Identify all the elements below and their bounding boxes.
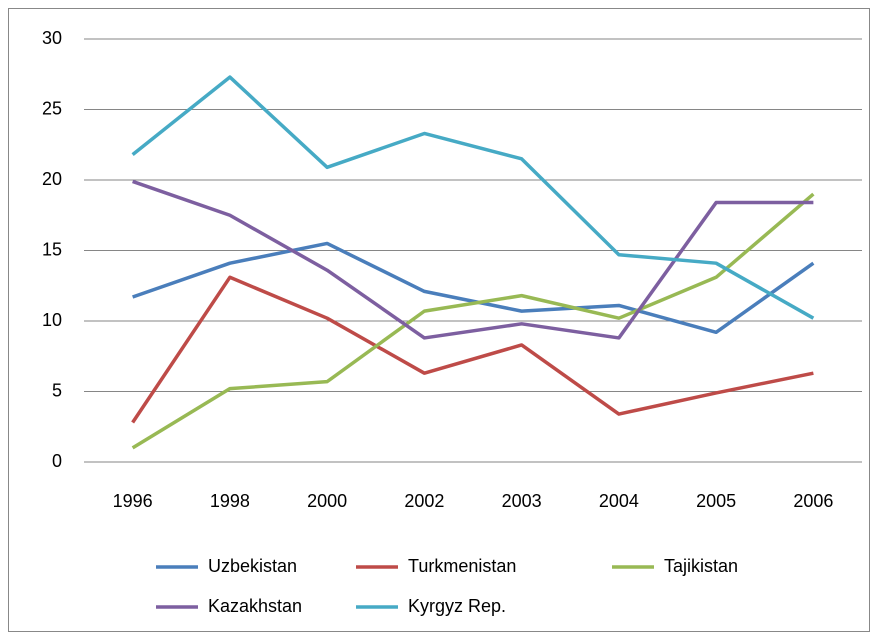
chart-border <box>8 8 870 632</box>
y-tick-label: 15 <box>42 239 62 259</box>
line-series <box>132 179 814 340</box>
y-tick-label: 20 <box>42 169 62 189</box>
legend-label: Tajikistan <box>664 556 738 576</box>
x-tick-label: 1998 <box>210 491 250 511</box>
line-series <box>131 275 814 424</box>
x-tick-label: 1996 <box>113 491 153 511</box>
x-tick-label: 2002 <box>404 491 444 511</box>
y-tick-label: 10 <box>42 310 62 330</box>
x-tick-label: 2006 <box>793 491 833 511</box>
y-tick-label: 5 <box>52 380 62 400</box>
legend-label: Turkmenistan <box>408 556 516 576</box>
x-tick-label: 2005 <box>696 491 736 511</box>
legend-label: Kyrgyz Rep. <box>408 596 506 616</box>
x-tick-label: 2003 <box>502 491 542 511</box>
line-series <box>132 241 815 335</box>
legend-label: Uzbekistan <box>208 556 297 576</box>
legend-label: Kazakhstan <box>208 596 302 616</box>
x-tick-label: 2004 <box>599 491 639 511</box>
line-series <box>131 192 815 450</box>
x-tick-label: 2000 <box>307 491 347 511</box>
y-tick-label: 30 <box>42 28 62 48</box>
y-tick-label: 0 <box>52 451 62 471</box>
line-series <box>131 75 815 320</box>
y-tick-label: 25 <box>42 98 62 118</box>
